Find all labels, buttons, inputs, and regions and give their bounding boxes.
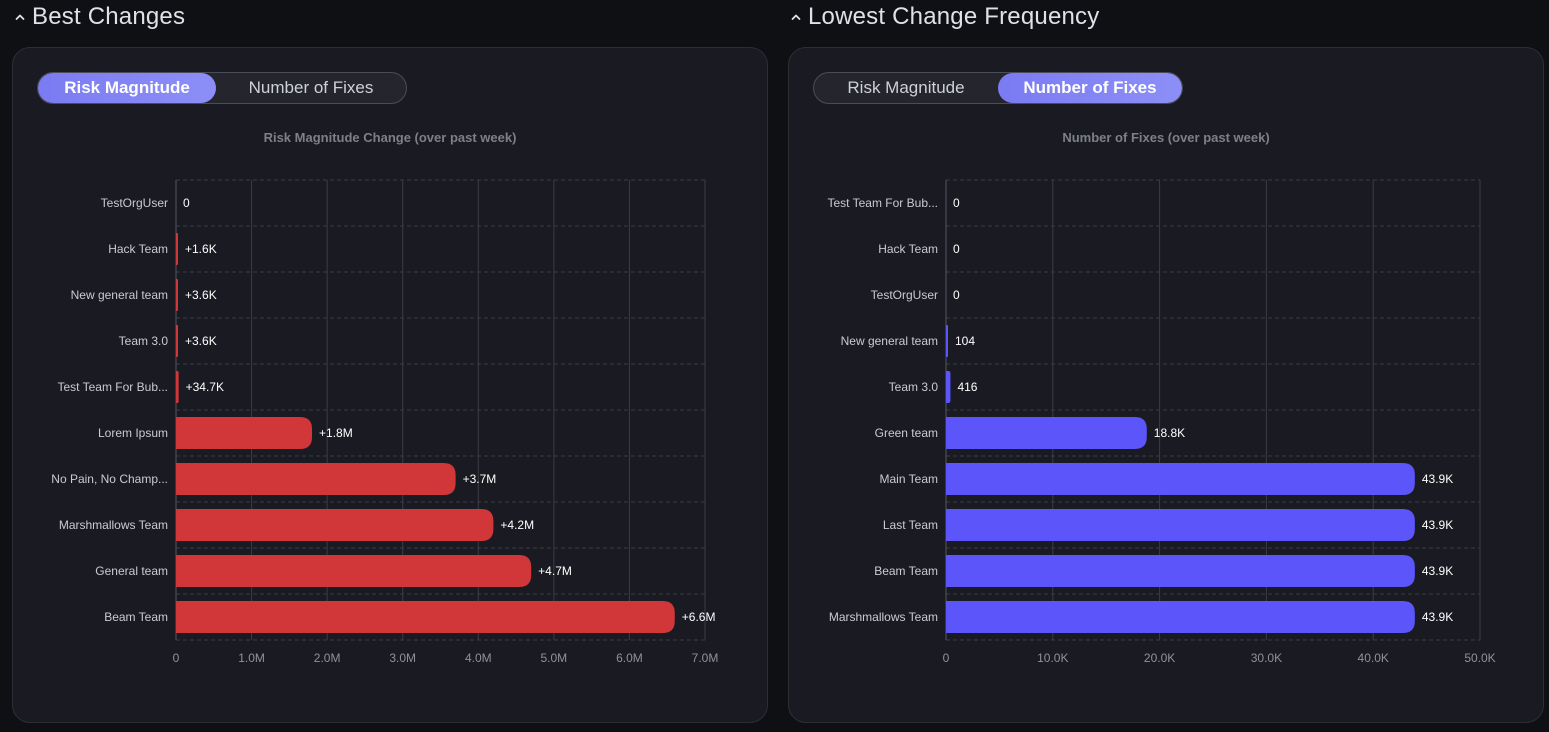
chart-title: Number of Fixes (over past week) [1062, 130, 1270, 145]
section-title: Best Changes [32, 3, 186, 30]
value-label: 43.9K [1422, 518, 1453, 532]
tick-label: 0 [173, 651, 180, 665]
value-label: 18.8K [1154, 426, 1185, 440]
bar [176, 509, 494, 541]
category-label: TestOrgUser [871, 288, 938, 302]
tick-label: 40.0K [1358, 651, 1389, 665]
value-label: 43.9K [1422, 472, 1453, 486]
tick-label: 4.0M [465, 651, 492, 665]
number-of-fixes-toggle[interactable]: Number of Fixes [248, 78, 374, 97]
bar [946, 601, 1415, 633]
metric-toggle: Risk Magnitude Number of Fixes [813, 72, 1183, 104]
tick-label: 7.0M [692, 651, 719, 665]
bar [946, 417, 1147, 449]
category-label: Team 3.0 [889, 380, 939, 394]
category-label: Hack Team [108, 242, 168, 256]
best-changes-header[interactable]: Best Changes [14, 2, 185, 32]
value-label: 0 [183, 196, 190, 210]
category-label: Marshmallows Team [59, 518, 168, 532]
tick-label: 10.0K [1037, 651, 1068, 665]
category-label: Test Team For Bub... [828, 196, 939, 210]
bar [176, 555, 532, 587]
value-label: 0 [953, 242, 960, 256]
category-label: Hack Team [878, 242, 938, 256]
bar [946, 325, 948, 357]
tick-label: 3.0M [389, 651, 416, 665]
tick-label: 0 [943, 651, 950, 665]
bar [946, 371, 951, 403]
bar [176, 233, 178, 265]
risk-magnitude-toggle[interactable]: Risk Magnitude [847, 78, 965, 97]
value-label: 104 [955, 334, 975, 348]
value-label: +3.6K [185, 334, 217, 348]
category-label: Test Team For Bub... [58, 380, 169, 394]
metric-toggle: Risk Magnitude Number of Fixes [37, 72, 407, 104]
category-label: Marshmallows Team [829, 610, 938, 624]
category-label: Lorem Ipsum [98, 426, 168, 440]
bar [176, 325, 178, 357]
value-label: 416 [957, 380, 977, 394]
bar [176, 279, 178, 311]
category-label: New general team [841, 334, 938, 348]
lowest-change-frequency-card: Risk Magnitude Number of Fixes Number of… [788, 47, 1544, 723]
bar [946, 509, 1415, 541]
category-label: Last Team [883, 518, 938, 532]
tick-label: 30.0K [1251, 651, 1282, 665]
best-changes-card: Risk Magnitude Number of Fixes Risk Magn… [12, 47, 768, 723]
tick-label: 5.0M [541, 651, 568, 665]
best-changes-section: Best Changes Risk Magnitude Number of Fi… [10, 0, 770, 732]
category-label: TestOrgUser [101, 196, 168, 210]
section-title: Lowest Change Frequency [808, 3, 1100, 30]
category-label: General team [95, 564, 168, 578]
value-label: 43.9K [1422, 564, 1453, 578]
risk-magnitude-toggle[interactable]: Risk Magnitude [38, 73, 216, 103]
value-label: +34.7K [186, 380, 224, 394]
value-label: +6.6M [682, 610, 716, 624]
chevron-up-icon[interactable] [14, 11, 26, 23]
bar [176, 601, 675, 633]
category-label: No Pain, No Champ... [51, 472, 168, 486]
category-label: Green team [875, 426, 938, 440]
value-label: +1.6K [185, 242, 217, 256]
value-label: +4.2M [500, 518, 534, 532]
value-label: +1.8M [319, 426, 353, 440]
value-label: 43.9K [1422, 610, 1453, 624]
category-label: Team 3.0 [119, 334, 169, 348]
value-label: +4.7M [538, 564, 572, 578]
bar [176, 463, 456, 495]
lowest-change-frequency-section: Lowest Change Frequency Risk Magnitude N… [786, 0, 1546, 732]
number-of-fixes-chart: Test Team For Bub... 0 Hack Team 0 TestOrgUs… [828, 179, 1496, 665]
value-label: +3.6K [185, 288, 217, 302]
tick-label: 1.0M [238, 651, 265, 665]
category-label: Main Team [880, 472, 938, 486]
lowest-change-frequency-header[interactable]: Lowest Change Frequency [790, 2, 1099, 32]
tick-label: 50.0K [1464, 651, 1495, 665]
tick-label: 6.0M [616, 651, 643, 665]
category-label: Beam Team [874, 564, 938, 578]
bar [946, 463, 1415, 495]
bar [176, 371, 179, 403]
chart-title: Risk Magnitude Change (over past week) [263, 130, 517, 145]
tick-label: 2.0M [314, 651, 341, 665]
bar [946, 555, 1415, 587]
chevron-up-icon[interactable] [790, 11, 802, 23]
risk-magnitude-chart: TestOrgUser 0 Hack Team +1.6K New general te… [51, 179, 719, 665]
category-label: Beam Team [104, 610, 168, 624]
bar [176, 417, 313, 449]
category-label: New general team [71, 288, 168, 302]
value-label: 0 [953, 196, 960, 210]
tick-label: 20.0K [1144, 651, 1175, 665]
value-label: 0 [953, 288, 960, 302]
number-of-fixes-toggle[interactable]: Number of Fixes [998, 73, 1182, 103]
value-label: +3.7M [463, 472, 497, 486]
